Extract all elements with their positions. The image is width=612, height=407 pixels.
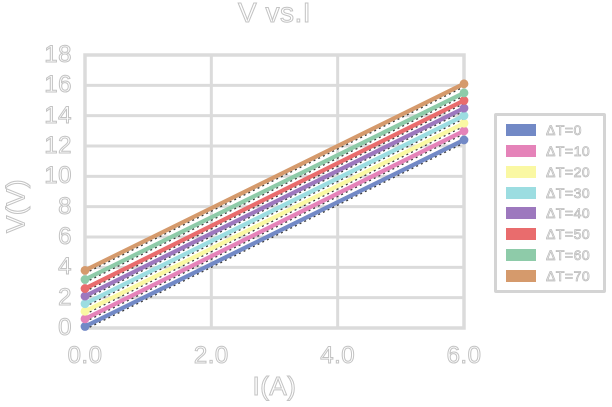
series-marker-2 [459, 118, 469, 128]
series-marker-3 [459, 111, 469, 121]
legend-item: ΔT=10 [506, 142, 603, 160]
x-axis-title: I(A) [252, 371, 297, 402]
y-tick-label: 16 [44, 71, 72, 99]
series-marker-4 [459, 103, 469, 113]
y-tick-label: 6 [58, 223, 72, 250]
legend-item: ΔT=20 [506, 163, 603, 181]
legend-swatch [506, 145, 536, 158]
series-line-6 [82, 90, 467, 282]
trendline-4 [84, 110, 465, 300]
legend-label: ΔT=10 [546, 143, 591, 160]
legend-swatch [506, 248, 536, 261]
series-marker-6 [459, 88, 469, 98]
legend-item: ΔT=30 [506, 184, 603, 202]
legend-label: ΔT=0 [546, 122, 582, 139]
x-tick-label: 4.0 [320, 342, 356, 369]
series-marker-6 [80, 275, 90, 284]
x-tick-label: 2.0 [193, 342, 229, 369]
legend-swatch [506, 186, 536, 199]
legend-label: ΔT=50 [546, 226, 591, 243]
x-tick-label: 0.0 [67, 342, 103, 369]
series-marker-5 [80, 284, 90, 293]
legend-swatch [506, 124, 536, 137]
series-marker-3 [80, 299, 90, 309]
legend-label: ΔT=20 [546, 163, 591, 180]
legend: ΔT=0 ΔT=10 ΔT=20 ΔT=30 ΔT=40 ΔT=50 ΔT=60 ΔT=70 [494, 113, 606, 293]
series-line-1 [82, 128, 467, 321]
y-tick-label: 2 [58, 283, 72, 311]
legend-item: ΔT=50 [506, 225, 603, 243]
series-line-4 [82, 105, 467, 299]
legend-item: ΔT=70 [506, 267, 603, 285]
series-marker-1 [459, 126, 469, 136]
series-line-7 [82, 81, 467, 273]
y-tick-label: 8 [58, 192, 72, 220]
legend-label: ΔT=60 [546, 246, 591, 263]
trendline-1 [84, 133, 465, 323]
y-tick-label: 18 [44, 41, 72, 68]
legend-swatch [506, 228, 536, 241]
y-tick-label: 12 [44, 132, 72, 159]
trendline-5 [84, 102, 465, 293]
legend-label: ΔT=70 [546, 267, 591, 284]
series-line-5 [82, 98, 467, 291]
series-line-3 [82, 113, 467, 306]
legend-label: ΔT=30 [546, 184, 591, 201]
legend-swatch [506, 269, 536, 282]
series-line-0 [82, 137, 467, 329]
legend-label: ΔT=40 [546, 205, 591, 222]
series-marker-1 [80, 314, 90, 324]
legend-item: ΔT=0 [506, 121, 603, 139]
plot-border [83, 53, 466, 330]
series-marker-5 [459, 96, 469, 105]
y-tick-label: 4 [58, 253, 72, 281]
series-marker-7 [80, 265, 90, 275]
series-marker-7 [459, 79, 469, 89]
trendline-6 [84, 95, 465, 284]
x-tick-label: 6.0 [446, 342, 482, 369]
y-tick-label: 14 [44, 101, 72, 129]
trendline-2 [84, 125, 465, 315]
series-line-2 [82, 121, 467, 314]
legend-item: ΔT=60 [506, 246, 603, 264]
legend-swatch [506, 207, 536, 220]
legend-swatch [506, 165, 536, 178]
y-tick-label: 10 [44, 162, 72, 190]
legend-item: ΔT=40 [506, 204, 603, 222]
series-marker-0 [459, 135, 469, 145]
series-marker-2 [80, 306, 90, 316]
chart-title: V vs.I [237, 0, 311, 29]
y-tick-label: 0 [58, 314, 72, 341]
series-marker-4 [80, 291, 90, 301]
series-marker-0 [80, 322, 90, 331]
